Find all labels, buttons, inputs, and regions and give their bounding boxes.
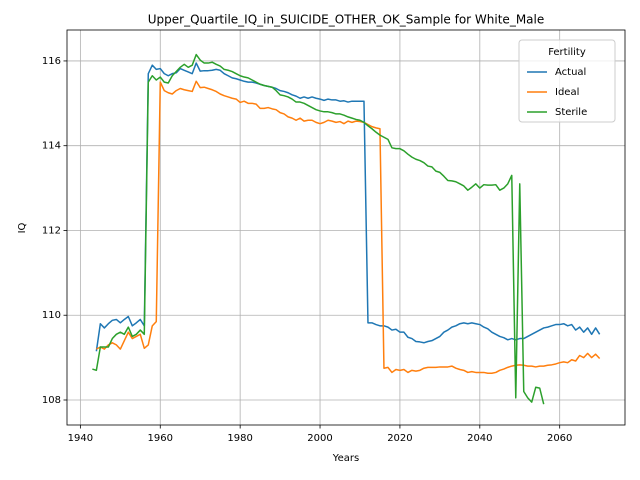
plot-frame bbox=[66, 29, 626, 426]
y-tick-label: 114 bbox=[42, 141, 61, 152]
legend-label: Sterile bbox=[555, 107, 587, 118]
chart-title: Upper_Quartile_IQ_in_SUICIDE_OTHER_OK_Sa… bbox=[148, 13, 545, 27]
y-axis-label: IQ bbox=[17, 222, 28, 233]
y-tick-label: 112 bbox=[42, 225, 61, 236]
legend-label: Actual bbox=[555, 67, 586, 78]
x-tick-label: 2040 bbox=[467, 433, 492, 444]
y-tick-label: 108 bbox=[42, 395, 61, 406]
legend: Fertility Actual Ideal Sterile bbox=[518, 39, 616, 123]
y-tick-label: 116 bbox=[42, 56, 61, 67]
x-tick-label: 1980 bbox=[227, 433, 252, 444]
x-tick-label: 2000 bbox=[307, 433, 332, 444]
legend-label: Ideal bbox=[555, 87, 579, 98]
x-tick-label: 2060 bbox=[547, 433, 572, 444]
series-line bbox=[96, 80, 601, 375]
x-axis-label: Years bbox=[332, 453, 359, 464]
legend-title: Fertility bbox=[548, 47, 586, 58]
legend-frame bbox=[518, 39, 616, 123]
x-tick-label: 1940 bbox=[68, 433, 93, 444]
y-tick-label: 110 bbox=[42, 310, 61, 321]
x-tick-label: 1960 bbox=[148, 433, 173, 444]
x-tick-label: 2020 bbox=[387, 433, 412, 444]
series-line bbox=[95, 62, 601, 352]
series-line bbox=[92, 53, 545, 405]
